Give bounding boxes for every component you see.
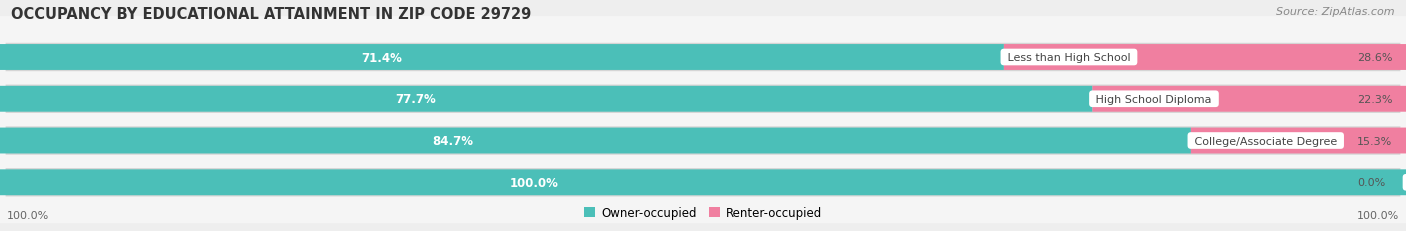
Text: 71.4%: 71.4% bbox=[361, 51, 402, 64]
FancyBboxPatch shape bbox=[0, 170, 1406, 195]
Legend: Owner-occupied, Renter-occupied: Owner-occupied, Renter-occupied bbox=[583, 206, 823, 219]
FancyBboxPatch shape bbox=[0, 17, 1406, 98]
FancyBboxPatch shape bbox=[1191, 128, 1406, 154]
Text: Source: ZipAtlas.com: Source: ZipAtlas.com bbox=[1277, 7, 1395, 17]
FancyBboxPatch shape bbox=[1004, 45, 1406, 71]
FancyBboxPatch shape bbox=[6, 44, 1400, 72]
Text: 100.0%: 100.0% bbox=[7, 210, 49, 220]
FancyBboxPatch shape bbox=[0, 86, 1092, 112]
Text: 28.6%: 28.6% bbox=[1357, 53, 1392, 63]
FancyBboxPatch shape bbox=[0, 45, 1004, 71]
Text: 100.0%: 100.0% bbox=[510, 176, 558, 189]
FancyBboxPatch shape bbox=[0, 128, 1191, 154]
Text: High School Diploma: High School Diploma bbox=[1092, 94, 1215, 104]
FancyBboxPatch shape bbox=[6, 127, 1400, 155]
Text: 0.0%: 0.0% bbox=[1357, 177, 1385, 188]
Text: 22.3%: 22.3% bbox=[1357, 94, 1392, 104]
Text: Less than High School: Less than High School bbox=[1004, 53, 1135, 63]
Text: 84.7%: 84.7% bbox=[432, 134, 472, 147]
FancyBboxPatch shape bbox=[6, 85, 1400, 113]
Text: 77.7%: 77.7% bbox=[395, 93, 436, 106]
Text: 100.0%: 100.0% bbox=[1357, 210, 1399, 220]
Text: College/Associate Degree: College/Associate Degree bbox=[1191, 136, 1341, 146]
Text: 15.3%: 15.3% bbox=[1357, 136, 1392, 146]
FancyBboxPatch shape bbox=[6, 168, 1400, 197]
FancyBboxPatch shape bbox=[0, 59, 1406, 140]
FancyBboxPatch shape bbox=[1092, 86, 1406, 112]
FancyBboxPatch shape bbox=[0, 100, 1406, 182]
Text: OCCUPANCY BY EDUCATIONAL ATTAINMENT IN ZIP CODE 29729: OCCUPANCY BY EDUCATIONAL ATTAINMENT IN Z… bbox=[11, 7, 531, 22]
FancyBboxPatch shape bbox=[0, 142, 1406, 223]
